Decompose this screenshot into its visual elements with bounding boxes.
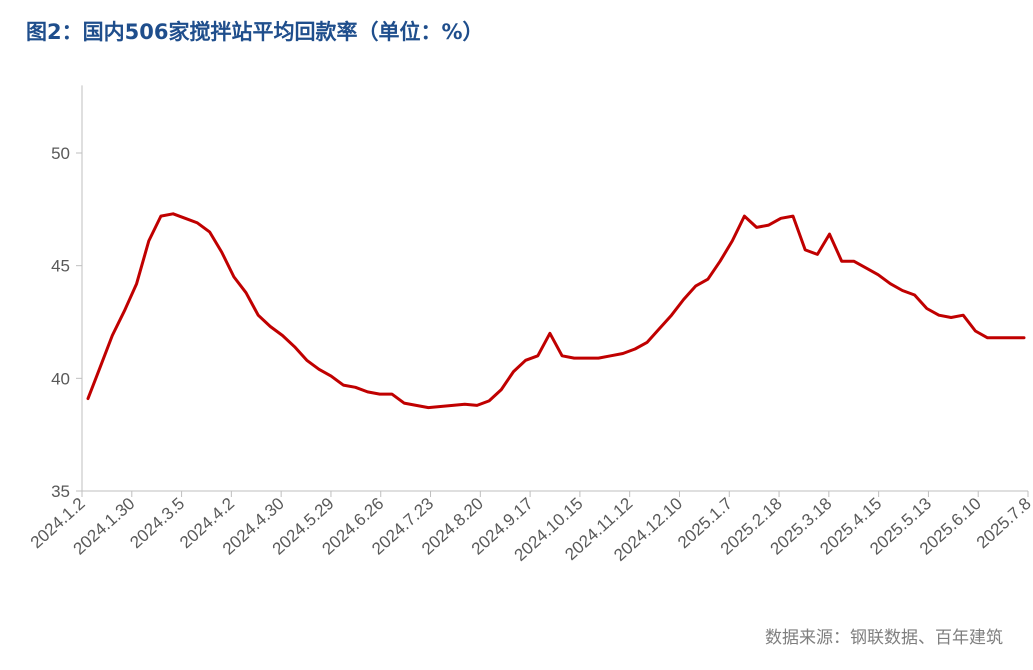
y-tick-label: 40 [51,369,70,388]
x-tick-label: 2025.7.8 [973,494,1033,552]
series-lines [86,212,1026,410]
y-tick-label: 45 [51,257,70,276]
x-tick-label: 2024.3.5 [126,494,188,552]
axes [81,85,1028,492]
y-axis-ticks: 35 40 45 50 [51,144,82,501]
chart-title: 图2：国内506家搅拌站平均回款率（单位：%） [26,20,484,44]
y-tick-label: 35 [51,482,70,501]
x-axis-ticks: 2024.1.22024.1.302024.3.52024.4.22024.4.… [27,491,1033,565]
series-line [86,212,1026,410]
y-tick-label: 50 [51,144,70,163]
data-source-note: 数据来源：钢联数据、百年建筑 [765,628,1003,648]
